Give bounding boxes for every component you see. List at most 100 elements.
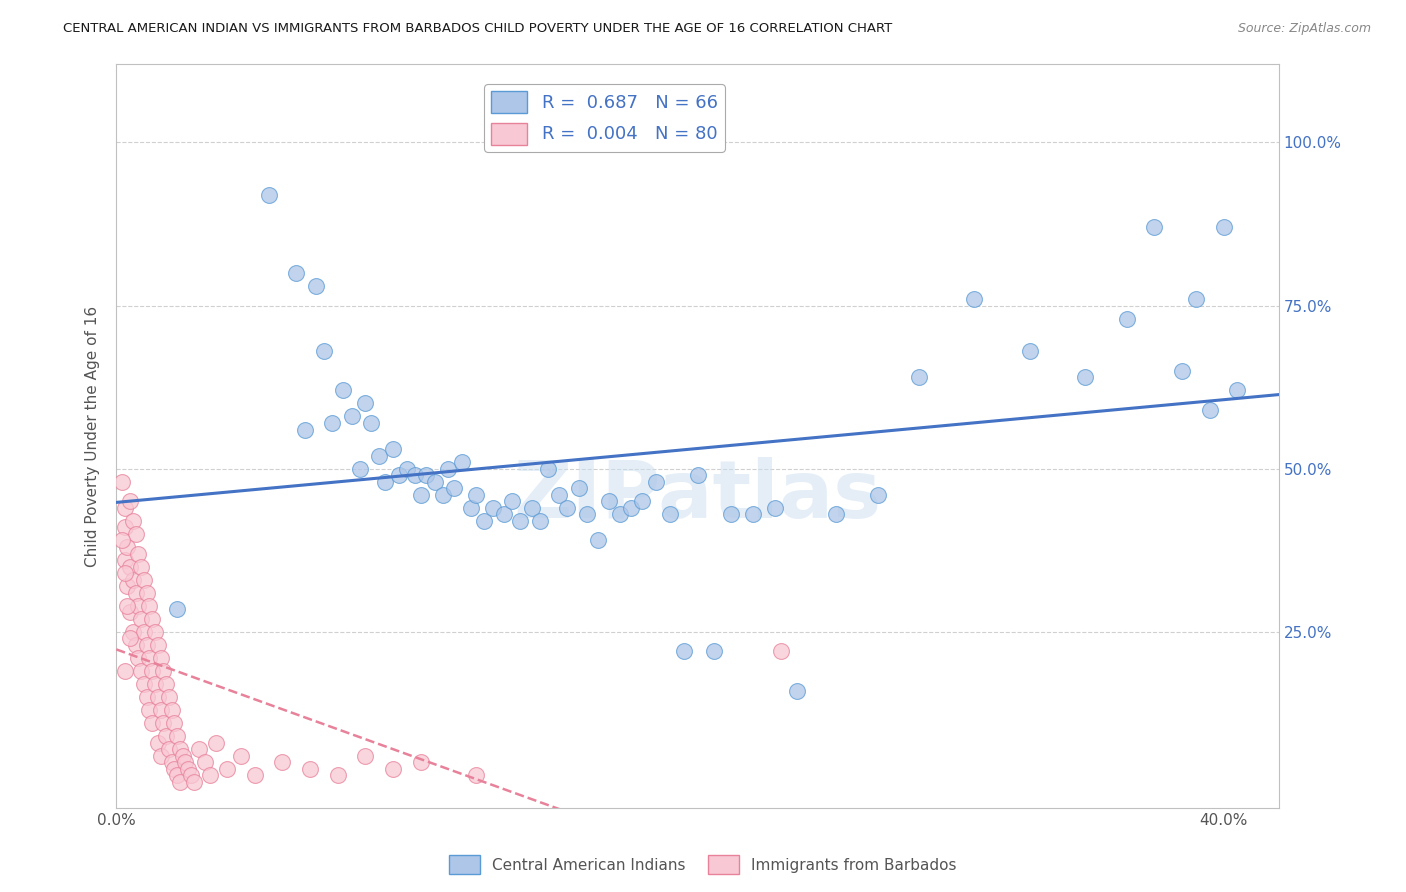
Point [114,500,136,515]
Point [720,508,742,522]
Point [474,514,496,528]
Point [492,508,515,522]
Point [382,762,405,776]
Point [135,638,157,652]
Point [183,775,205,789]
Y-axis label: Child Poverty Under the Age of 16: Child Poverty Under the Age of 16 [86,305,100,566]
Point [169,775,191,789]
Point [672,644,695,658]
Point [404,468,426,483]
Point [586,533,609,548]
Point [368,449,391,463]
Text: CENTRAL AMERICAN INDIAN VS IMMIGRANTS FROM BARBADOS CHILD POVERTY UNDER THE AGE : CENTRAL AMERICAN INDIAN VS IMMIGRANTS FR… [63,22,893,36]
Point [321,416,343,430]
Point [509,514,531,528]
Point [443,481,465,495]
Point [122,573,145,587]
Point [122,514,145,528]
Point [117,540,139,554]
Point [1074,370,1097,384]
Point [299,762,322,776]
Point [786,683,808,698]
Point [395,461,418,475]
Point [451,455,474,469]
Point [354,748,377,763]
Point [138,703,160,717]
Text: ZIPatlas: ZIPatlas [513,457,882,534]
Point [382,442,405,457]
Point [152,664,174,678]
Point [763,500,786,515]
Point [143,677,166,691]
Point [188,742,211,756]
Point [1212,220,1234,235]
Point [152,716,174,731]
Point [124,527,146,541]
Point [146,690,169,705]
Point [169,742,191,756]
Point [1143,220,1166,235]
Point [465,768,488,782]
Point [114,520,136,534]
Point [163,716,186,731]
Point [437,461,460,475]
Point [166,768,188,782]
Point [163,762,186,776]
Point [132,677,155,691]
Legend: R =  0.687   N = 66, R =  0.004   N = 80: R = 0.687 N = 66, R = 0.004 N = 80 [484,84,725,152]
Point [157,690,180,705]
Point [120,605,142,619]
Point [460,500,482,515]
Point [229,748,252,763]
Point [143,624,166,639]
Point [174,756,197,770]
Point [194,756,217,770]
Point [520,500,543,515]
Point [409,756,432,770]
Point [304,279,326,293]
Point [146,736,169,750]
Point [166,729,188,743]
Text: Source: ZipAtlas.com: Source: ZipAtlas.com [1237,22,1371,36]
Point [149,748,172,763]
Point [481,500,503,515]
Point [132,573,155,587]
Point [172,748,194,763]
Point [129,559,152,574]
Point [200,768,222,782]
Point [432,488,454,502]
Point [138,599,160,613]
Point [742,508,765,522]
Point [120,494,142,508]
Point [1185,292,1208,306]
Point [243,768,266,782]
Point [620,500,643,515]
Point [120,632,142,646]
Point [415,468,437,483]
Point [349,461,371,475]
Point [114,566,136,581]
Point [117,579,139,593]
Point [501,494,523,508]
Point [215,762,238,776]
Point [114,553,136,567]
Point [135,690,157,705]
Point [180,768,202,782]
Point [703,644,725,658]
Point [548,488,571,502]
Point [157,742,180,756]
Point [1115,311,1137,326]
Point [117,599,139,613]
Point [149,703,172,717]
Point [141,664,163,678]
Point [825,508,848,522]
Point [127,547,149,561]
Point [135,585,157,599]
Point [155,677,177,691]
Point [567,481,589,495]
Point [529,514,551,528]
Point [124,585,146,599]
Point [465,488,488,502]
Point [271,756,294,770]
Point [631,494,654,508]
